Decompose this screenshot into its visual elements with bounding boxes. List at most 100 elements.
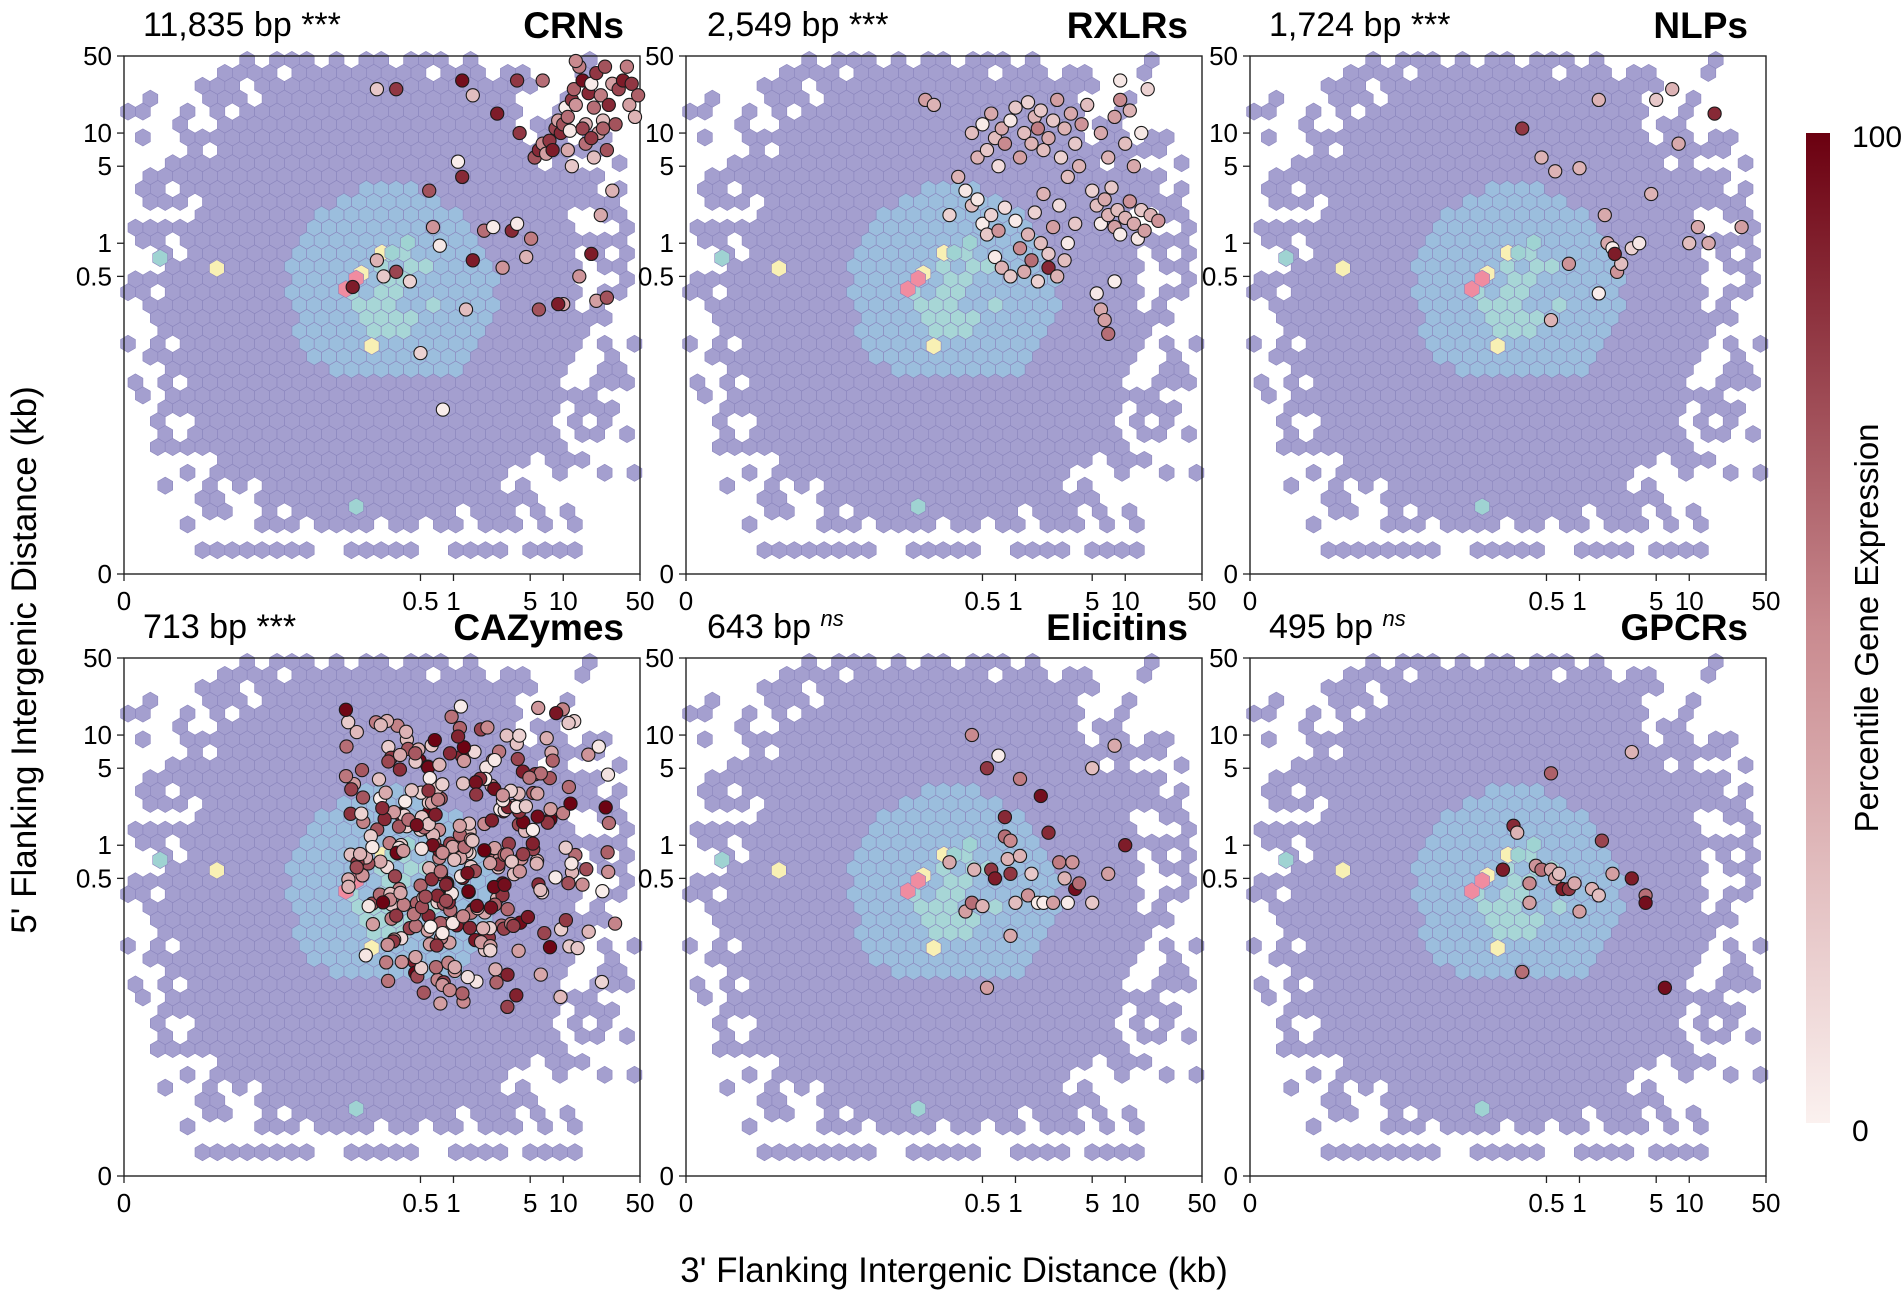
hexbin-cell (741, 515, 758, 534)
data-point (1020, 227, 1036, 242)
data-point (339, 739, 354, 754)
hexbin-layer (120, 51, 643, 560)
hexbin-cell (135, 102, 151, 121)
data-point (428, 807, 443, 822)
hexbin-cell (388, 1143, 404, 1162)
data-point (355, 790, 371, 805)
x-tick-label: 0 (1243, 586, 1257, 616)
hexbin-cell (343, 541, 360, 560)
hexbin-cell (120, 704, 136, 723)
hexbin-cell (1722, 463, 1739, 482)
y-tick-label: 0.5 (638, 261, 674, 291)
data-point (438, 877, 454, 892)
hexbin-cell (596, 309, 613, 327)
hexbin-cell (619, 373, 635, 392)
data-point (951, 169, 966, 185)
hexbin-cell (157, 476, 174, 495)
data-point (533, 882, 548, 898)
hexbin-cell (682, 334, 698, 353)
data-point (469, 787, 484, 802)
hexbin-cell (1054, 541, 1071, 560)
hexbin-cell (135, 730, 151, 749)
data-point (341, 879, 356, 894)
hexbin-cell (209, 1143, 226, 1162)
hexbin-cell (1009, 541, 1026, 560)
data-point (477, 843, 492, 858)
hexbin-cell (589, 425, 606, 444)
hexbin-cell (801, 541, 817, 560)
hexbin-cell (596, 1065, 613, 1084)
y-tick-label: 10 (83, 720, 112, 750)
data-point (1068, 136, 1083, 151)
hexbin-cell (1678, 541, 1694, 560)
data-point (537, 925, 552, 941)
data-point (509, 73, 525, 88)
data-point (380, 937, 395, 952)
hexbin-layer (1246, 51, 1769, 560)
hexbin-cell (1246, 334, 1262, 353)
data-point (1734, 219, 1749, 235)
data-point (519, 249, 534, 265)
hexbin-cell (1693, 541, 1709, 560)
data-point (562, 123, 578, 138)
y-tick-label: 5 (660, 151, 674, 181)
data-point (1561, 256, 1577, 271)
hexbin-cell (1663, 541, 1679, 560)
hexbin-cell (1181, 425, 1197, 444)
data-point (487, 752, 502, 768)
hexbin-cell (611, 756, 628, 775)
hexbin-cell (1410, 541, 1426, 560)
data-point (465, 253, 480, 268)
data-point (630, 88, 646, 103)
data-point (984, 106, 999, 121)
hexbin-cell (719, 476, 736, 495)
data-point (394, 954, 409, 970)
data-point (1071, 159, 1087, 174)
data-point (584, 130, 599, 146)
hexbin-cell (905, 541, 922, 560)
data-point (365, 839, 380, 855)
data-point (408, 949, 423, 965)
data-point (975, 117, 990, 132)
data-point (409, 817, 424, 833)
x-tick-label: 50 (626, 586, 655, 616)
data-point (1101, 326, 1116, 341)
data-point (396, 843, 411, 858)
hexbin-cell (831, 541, 847, 560)
data-point (568, 53, 583, 69)
y-tick-label: 50 (83, 643, 112, 673)
x-tick-label: 0 (117, 586, 131, 616)
data-point (458, 302, 474, 317)
data-point (542, 940, 558, 955)
hexbin-cell (619, 1027, 635, 1046)
data-point (460, 969, 475, 985)
data-point (525, 822, 541, 838)
y-tick-label: 0 (98, 559, 112, 589)
data-point (942, 207, 957, 223)
data-point (564, 159, 580, 174)
data-point (1107, 274, 1122, 289)
data-point (1020, 95, 1036, 110)
data-point (533, 967, 548, 982)
data-point (563, 796, 578, 811)
data-point (423, 919, 438, 934)
data-point (349, 860, 364, 875)
data-point (1548, 164, 1563, 179)
data-point (344, 782, 359, 797)
hexbin-cell (537, 541, 553, 560)
hexbin-cell (179, 1065, 196, 1084)
data-point (548, 870, 563, 885)
data-point (601, 97, 616, 113)
y-tick-label: 0 (660, 559, 674, 589)
hexbin-cell (224, 1143, 240, 1162)
hexbin-cell (920, 541, 937, 560)
data-point (428, 960, 444, 975)
data-point (561, 779, 577, 795)
data-point (1093, 125, 1109, 141)
data-point (591, 739, 606, 754)
hexbin-cell (697, 730, 713, 749)
data-point (435, 402, 451, 417)
data-point (1118, 136, 1133, 151)
data-point (404, 783, 419, 798)
